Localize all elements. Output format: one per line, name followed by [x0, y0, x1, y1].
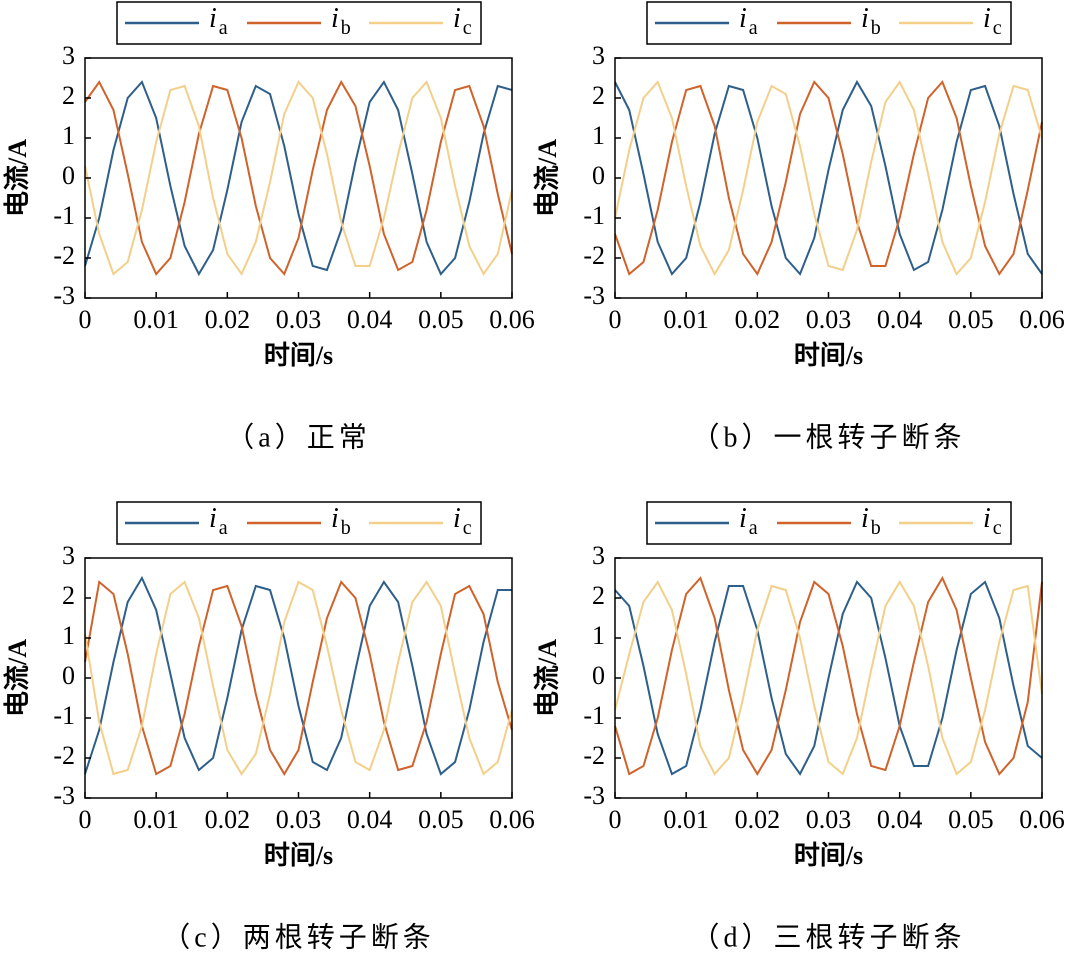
- x-tick-label: 0: [79, 805, 92, 834]
- y-tick-label: -2: [583, 741, 605, 770]
- y-tick-label: -3: [583, 781, 605, 810]
- series-line: [84, 580, 513, 776]
- y-tick-label: 2: [592, 581, 605, 610]
- y-axis-label: 电流/A: [533, 639, 562, 717]
- panel: -3 -2 -1 0 1 2 3 0 0.01 0.02 0.03 0.04 0.05 0.06 时间/s 电…: [3, 1, 535, 453]
- x-tick-label: 0.05: [418, 305, 464, 334]
- series-line: [614, 580, 1043, 776]
- y-tick-label: 0: [592, 661, 605, 690]
- series-line: [614, 575, 1043, 776]
- x-tick-label: 0: [609, 805, 622, 834]
- y-tick-label: 2: [62, 581, 75, 610]
- y-tick-label: 3: [62, 541, 75, 570]
- x-tick-label: 0: [609, 305, 622, 334]
- x-tick-label: 0.04: [877, 805, 923, 834]
- y-axis-label: 电流/A: [533, 139, 562, 217]
- y-tick-label: 2: [592, 81, 605, 110]
- x-tick-label: 0: [79, 305, 92, 334]
- y-tick-label: -3: [53, 781, 75, 810]
- series-line: [84, 575, 512, 776]
- x-tick-label: 0.01: [133, 305, 179, 334]
- x-tick-label: 0.06: [1019, 305, 1065, 334]
- y-tick-label: 3: [592, 541, 605, 570]
- caption: （c）两根转子断条: [162, 921, 434, 953]
- x-tick-label: 0.02: [205, 805, 251, 834]
- x-tick-label: 0.02: [205, 305, 251, 334]
- series-line: [614, 80, 1043, 277]
- y-tick-label: 0: [62, 661, 75, 690]
- x-axis-label: 时间/s: [264, 341, 333, 370]
- x-axis-label: 时间/s: [794, 341, 863, 370]
- series-line: [614, 79, 1043, 276]
- series-line: [614, 580, 1043, 776]
- y-tick-label: 3: [592, 41, 605, 70]
- x-tick-label: 0.01: [663, 305, 709, 334]
- x-axis-label: 时间/s: [264, 841, 333, 870]
- caption: （d）三根转子断条: [691, 921, 965, 953]
- x-tick-label: 0.05: [948, 805, 994, 834]
- x-tick-label: 0.03: [276, 805, 322, 834]
- y-tick-label: 1: [592, 621, 605, 650]
- y-tick-label: -2: [53, 241, 75, 270]
- series-line: [84, 580, 513, 776]
- y-tick-label: 1: [62, 621, 75, 650]
- y-tick-label: 2: [62, 81, 75, 110]
- y-tick-label: 1: [62, 121, 75, 150]
- caption: （a）正常: [226, 421, 370, 453]
- series-line: [84, 80, 513, 277]
- y-tick-label: 0: [62, 161, 75, 190]
- y-tick-label: -3: [583, 281, 605, 310]
- x-tick-label: 0.02: [735, 305, 781, 334]
- x-tick-label: 0.03: [806, 305, 852, 334]
- series-line: [84, 80, 513, 277]
- y-tick-label: -1: [53, 701, 75, 730]
- x-tick-label: 0.05: [418, 805, 464, 834]
- panel: -3 -2 -1 0 1 2 3 0 0.01 0.02 0.03 0.04 0.05 0.06 时间/s 电…: [3, 501, 535, 953]
- y-tick-label: -1: [583, 201, 605, 230]
- x-tick-label: 0.03: [276, 305, 322, 334]
- x-tick-label: 0.01: [133, 805, 179, 834]
- y-tick-label: 1: [592, 121, 605, 150]
- y-tick-label: -3: [53, 281, 75, 310]
- plot-frame: [614, 57, 1043, 299]
- y-tick-label: -2: [583, 241, 605, 270]
- x-tick-label: 0.03: [806, 805, 852, 834]
- x-tick-label: 0.06: [1019, 805, 1065, 834]
- x-tick-label: 0.04: [347, 305, 393, 334]
- y-tick-label: 0: [592, 161, 605, 190]
- x-tick-label: 0.06: [489, 305, 535, 334]
- y-axis-label: 电流/A: [3, 639, 32, 717]
- x-tick-label: 0.06: [489, 805, 535, 834]
- y-axis-label: 电流/A: [3, 139, 32, 217]
- x-axis-label: 时间/s: [794, 841, 863, 870]
- panel: -3 -2 -1 0 1 2 3 0 0.01 0.02 0.03 0.04 0.05 0.06 时间/s 电…: [533, 501, 1065, 953]
- panel: -3 -2 -1 0 1 2 3 0 0.01 0.02 0.03 0.04 0.05 0.06 时间/s 电…: [533, 1, 1065, 453]
- series-line: [614, 80, 1043, 277]
- x-tick-label: 0.04: [877, 305, 923, 334]
- caption: （b）一根转子断条: [691, 421, 965, 453]
- y-tick-label: -1: [53, 201, 75, 230]
- x-tick-label: 0.02: [735, 805, 781, 834]
- x-tick-label: 0.05: [948, 305, 994, 334]
- series-line: [84, 79, 513, 276]
- y-tick-label: 3: [62, 41, 75, 70]
- x-tick-label: 0.04: [347, 805, 393, 834]
- y-tick-label: -2: [53, 741, 75, 770]
- x-tick-label: 0.01: [663, 805, 709, 834]
- y-tick-label: -1: [583, 701, 605, 730]
